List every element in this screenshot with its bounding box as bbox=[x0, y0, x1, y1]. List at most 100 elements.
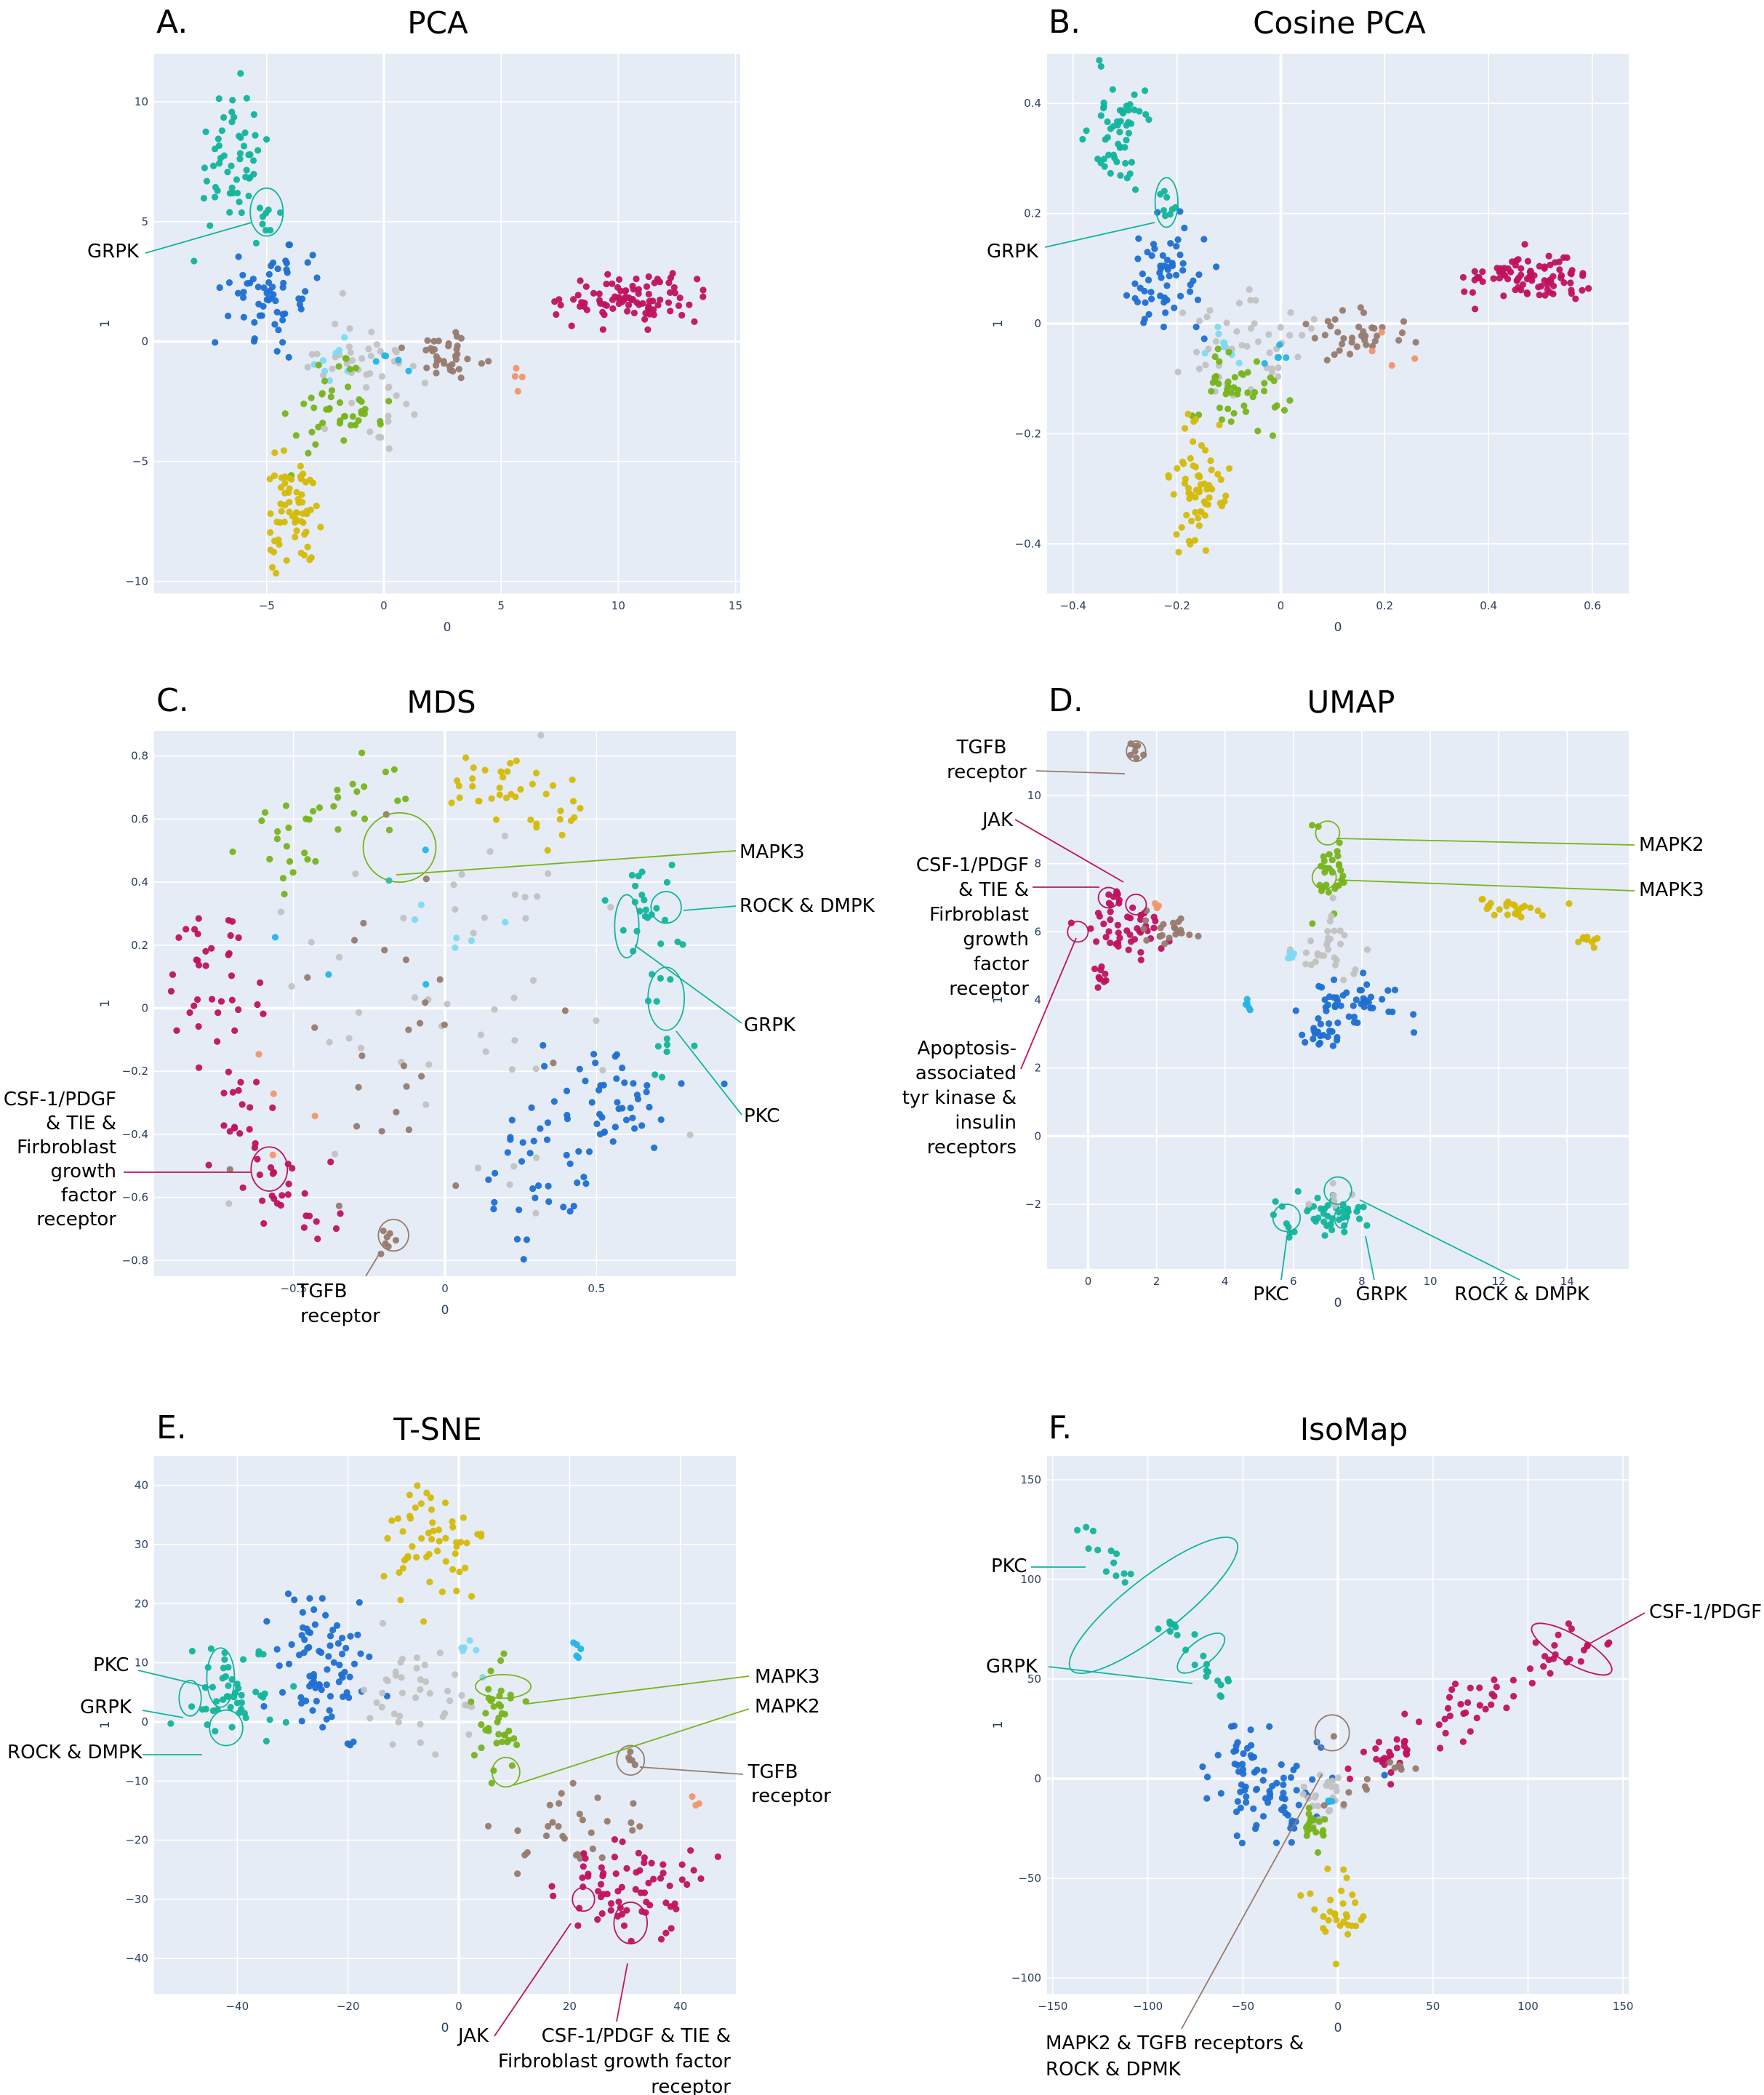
point bbox=[615, 276, 623, 284]
point bbox=[280, 279, 287, 287]
point bbox=[1216, 358, 1223, 365]
point bbox=[220, 113, 228, 121]
point bbox=[228, 1723, 236, 1731]
highlight-ellipse bbox=[1176, 1633, 1226, 1674]
point bbox=[1224, 378, 1232, 385]
highlight-ellipse bbox=[1125, 893, 1147, 916]
point bbox=[299, 499, 306, 506]
point bbox=[344, 1740, 351, 1747]
point bbox=[1235, 386, 1242, 393]
point bbox=[319, 420, 326, 427]
point bbox=[1311, 1906, 1318, 1913]
point bbox=[1381, 1771, 1388, 1779]
point bbox=[400, 1062, 408, 1070]
point bbox=[1125, 107, 1132, 114]
point bbox=[574, 1654, 582, 1662]
point bbox=[379, 1619, 387, 1627]
point bbox=[285, 489, 292, 497]
annotation-label: & TIE & bbox=[46, 1113, 116, 1134]
x-tick-label: −20 bbox=[337, 2000, 360, 2013]
point bbox=[470, 929, 477, 937]
point bbox=[353, 788, 361, 796]
point bbox=[490, 1767, 497, 1774]
point bbox=[335, 346, 343, 354]
point bbox=[687, 1847, 694, 1854]
point bbox=[1123, 175, 1131, 182]
y-tick-label: 10 bbox=[135, 95, 148, 108]
point bbox=[236, 1710, 243, 1717]
point bbox=[1116, 934, 1123, 942]
point bbox=[485, 358, 492, 365]
point bbox=[1079, 135, 1086, 143]
x-tick-label: 14 bbox=[1560, 1275, 1574, 1288]
point bbox=[1152, 900, 1159, 908]
point bbox=[1102, 977, 1110, 984]
point bbox=[654, 1043, 662, 1050]
point bbox=[273, 836, 281, 843]
point bbox=[657, 296, 664, 303]
point bbox=[1177, 915, 1184, 922]
point bbox=[534, 893, 541, 900]
annotation-label: GRPK bbox=[1356, 1283, 1408, 1305]
point bbox=[1333, 1787, 1340, 1795]
point bbox=[1122, 159, 1129, 167]
point bbox=[1262, 1795, 1270, 1802]
point bbox=[434, 1547, 441, 1555]
annotation-leader bbox=[142, 1710, 184, 1718]
point bbox=[592, 1059, 599, 1067]
point bbox=[1134, 742, 1142, 749]
point bbox=[1134, 298, 1142, 305]
point bbox=[290, 1683, 297, 1690]
point bbox=[297, 473, 304, 480]
point bbox=[216, 284, 223, 292]
annotation-label: tyr kinase & bbox=[902, 1087, 1017, 1109]
point bbox=[1305, 1810, 1312, 1818]
annotation-label: TGFB bbox=[297, 1281, 348, 1302]
point bbox=[279, 339, 286, 346]
point bbox=[346, 1673, 353, 1681]
point bbox=[633, 1091, 641, 1099]
point bbox=[329, 1626, 337, 1634]
point bbox=[1121, 1579, 1128, 1586]
point bbox=[452, 1550, 459, 1558]
point bbox=[358, 749, 366, 756]
point bbox=[630, 1080, 637, 1087]
point bbox=[667, 274, 675, 281]
point bbox=[1173, 531, 1180, 538]
point bbox=[365, 345, 372, 353]
point bbox=[648, 1859, 655, 1867]
point bbox=[653, 905, 660, 912]
point bbox=[643, 283, 651, 290]
point bbox=[533, 1154, 540, 1161]
point bbox=[1190, 462, 1197, 470]
point bbox=[1294, 353, 1302, 361]
point bbox=[256, 204, 264, 212]
panel-title: MDS bbox=[406, 684, 476, 720]
point bbox=[501, 1710, 508, 1718]
point bbox=[1126, 100, 1134, 108]
point bbox=[277, 1201, 284, 1209]
point bbox=[317, 524, 324, 531]
point bbox=[666, 289, 674, 296]
point bbox=[1248, 324, 1255, 332]
point bbox=[339, 289, 346, 297]
point bbox=[1194, 296, 1202, 303]
point bbox=[542, 1832, 550, 1840]
point bbox=[1507, 268, 1515, 276]
point bbox=[1207, 457, 1214, 465]
point bbox=[1545, 252, 1552, 260]
point bbox=[1360, 309, 1368, 316]
point bbox=[1375, 1739, 1383, 1746]
point bbox=[381, 946, 388, 954]
point bbox=[543, 1136, 551, 1143]
point bbox=[1319, 1925, 1327, 1932]
point bbox=[612, 1870, 620, 1878]
point bbox=[1217, 476, 1224, 484]
point bbox=[281, 479, 289, 487]
point bbox=[305, 1212, 313, 1219]
point bbox=[268, 262, 275, 270]
point bbox=[462, 1564, 469, 1571]
point bbox=[348, 399, 356, 406]
point bbox=[334, 794, 342, 801]
highlight-ellipse bbox=[616, 1745, 646, 1776]
